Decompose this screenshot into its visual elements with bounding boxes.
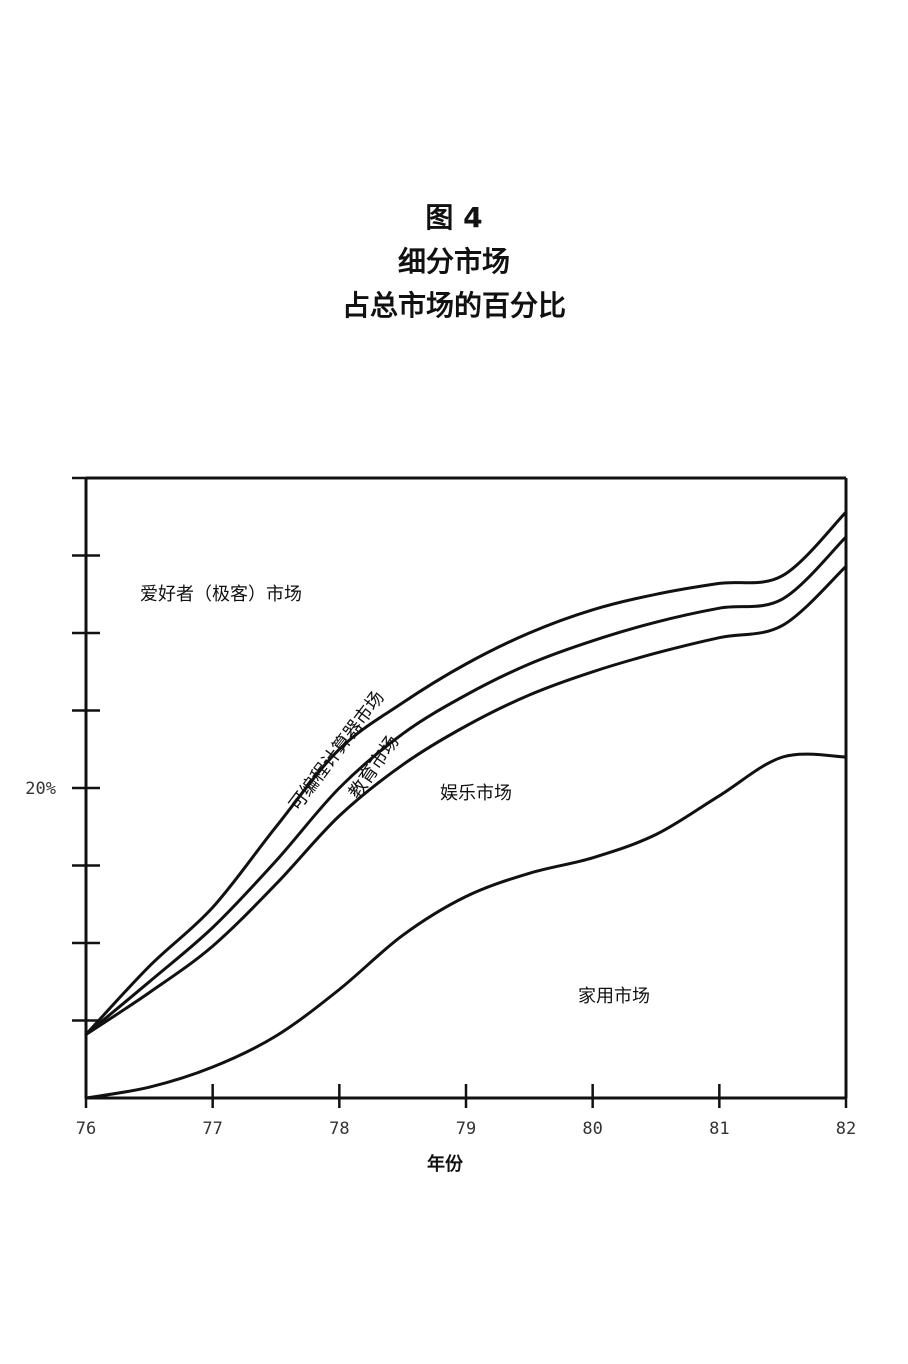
region-label-home: 家用市场 [578, 986, 650, 1007]
x-tick-label-80: 80 [582, 1119, 602, 1139]
x-tick-label-81: 81 [709, 1119, 729, 1139]
chart-title-line-3: 占总市场的百分比 [341, 289, 566, 322]
x-tick-label-82: 82 [836, 1119, 856, 1139]
chart-title-line-1: 图 4 [425, 201, 483, 234]
y-tick-label-20: 20% [25, 779, 56, 799]
x-tick-label-79: 79 [456, 1119, 476, 1139]
x-axis-label: 年份 [427, 1153, 464, 1175]
series-curves [84, 510, 848, 1100]
series-line-2 [84, 564, 848, 1036]
x-tick-label-78: 78 [329, 1119, 349, 1139]
x-axis-ticks: 76 77 78 79 80 81 82 [76, 1084, 856, 1139]
series-line-3 [84, 535, 848, 1036]
region-label-hobbyist: 爱好者（极客）市场 [140, 584, 302, 605]
chart-title-line-2: 细分市场 [397, 245, 510, 278]
y-axis-ticks: 20% [25, 476, 100, 1022]
region-label-entertainment: 娱乐市场 [440, 783, 512, 804]
series-line-1 [84, 752, 848, 1100]
x-tick-label-77: 77 [202, 1119, 222, 1139]
series-line-4 [84, 510, 848, 1036]
x-tick-label-76: 76 [76, 1119, 96, 1139]
